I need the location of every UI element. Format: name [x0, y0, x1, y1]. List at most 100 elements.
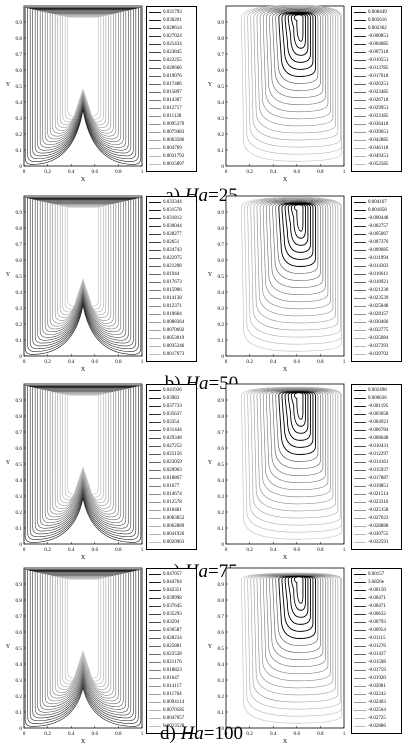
legend-entry: 0.0070585 — [147, 707, 196, 715]
plot-ha75-right-ytick: 0.1 — [218, 526, 225, 532]
legend-label: -0.033185 — [368, 114, 389, 119]
plot-ha50-right-ytick: 0.2 — [218, 322, 225, 328]
plot-ha75-left-xtick: 0 — [23, 547, 26, 553]
plot-ha75-left-contour — [24, 385, 142, 543]
legend-entry: 0.023845 — [147, 49, 196, 57]
plot-ha50-left-frame — [23, 195, 143, 357]
legend-ha50-right: 0.004167 0.001858 -0.000448 -0.002757 -0.005… — [351, 196, 402, 362]
plot-ha25-right: 0 0.2 0.4 0.6 0.8 1 0 0.1 0.2 0.3 0.4 0.5 0.6 0.7 0.8 0… — [204, 2, 400, 183]
legend-swatch — [149, 28, 161, 29]
legend-swatch — [354, 84, 366, 85]
legend-label: 0.014674 — [163, 492, 182, 497]
plot-ha25-right-contour — [250, 6, 339, 141]
plot-ha75-right-contour — [266, 389, 326, 484]
legend-swatch — [354, 726, 366, 727]
plot-ha75-left-ytick: 0.4 — [16, 478, 23, 484]
legend-swatch — [149, 574, 161, 575]
plot-ha75-right-xtick: 1 — [343, 547, 346, 553]
plot-ha50-right-contour — [244, 197, 342, 345]
legend-entry: 0.0015897 — [147, 161, 196, 169]
legend-label: 0.002362 — [368, 26, 387, 31]
legend-entry: -0.01276 — [352, 643, 401, 651]
plot-ha50-right-contour — [241, 196, 342, 352]
legend-swatch — [354, 346, 366, 347]
legend-entry: 0.005616 — [352, 17, 401, 25]
legend-ha100-right: 0.00157 3.6826e -0.00150 -0.00471 -0.00471 -0… — [351, 568, 402, 734]
plot-ha50-left-contour — [54, 204, 112, 321]
legend-entry: -0.004921 — [352, 419, 401, 427]
plot-ha25-right-contour — [256, 7, 334, 127]
plot-ha75-left-xlabel: X — [81, 555, 86, 561]
legend-entry: 0.015906 — [147, 287, 196, 295]
plot-ha100-right-xtick: 0.6 — [294, 731, 301, 737]
legend-entry: 0.030201 — [147, 17, 196, 25]
plot-ha50-left-xtick: 0.8 — [115, 359, 122, 365]
legend-entry: -0.00793 — [352, 619, 401, 627]
legend-label: -0.042885 — [368, 138, 389, 143]
legend-swatch — [354, 654, 366, 655]
legend-label: 0.030201 — [163, 18, 182, 23]
legend-swatch — [149, 116, 161, 117]
plot-ha50-right-xtick: 1 — [343, 359, 346, 365]
legend-swatch — [354, 100, 366, 101]
legend-swatch — [354, 282, 366, 283]
legend-swatch — [354, 462, 366, 463]
plot-ha75-right-contour — [259, 388, 331, 498]
plot-ha75-right-ylabel: Y — [208, 460, 213, 466]
plot-ha25-right-contour — [244, 5, 342, 155]
legend-swatch — [149, 234, 161, 235]
legend-entry: 0.024743 — [147, 247, 196, 255]
legend-swatch — [354, 510, 366, 511]
legend-swatch — [354, 124, 366, 125]
plot-ha25-right-ytick: 0.7 — [218, 52, 225, 58]
legend-swatch — [149, 52, 161, 53]
legend-entry: 0.035637 — [147, 411, 196, 419]
legend-entry: 0.002498 — [352, 387, 401, 395]
plot-ha50-right-contour — [269, 200, 324, 288]
legend-label: -0.010431 — [368, 444, 389, 449]
legend-label: 0.031444 — [163, 428, 182, 433]
legend-swatch — [149, 422, 161, 423]
legend-entry: 0.018867 — [147, 475, 196, 483]
legend-label: 0.03983 — [163, 396, 180, 401]
legend-swatch — [149, 100, 161, 101]
plot-ha25-left-ytick: 0 — [19, 164, 22, 170]
legend-swatch — [149, 298, 161, 299]
plot-ha75-left-ytick: 0 — [19, 542, 22, 548]
legend-entry: -0.033185 — [352, 113, 401, 121]
legend-label: 0.044704 — [163, 580, 182, 585]
legend-label: 0.011764 — [163, 692, 182, 697]
legend-label: -0.01276 — [368, 644, 386, 649]
legend-swatch — [149, 710, 161, 711]
plot-ha25-left-contour — [49, 12, 117, 137]
legend-swatch — [354, 398, 366, 399]
plot-ha100-left-ytick: 0.1 — [16, 710, 23, 716]
plot-ha100-left-contour — [37, 572, 129, 713]
plot-ha100-left-contour — [52, 575, 114, 696]
plot-ha25-right-contour — [266, 9, 326, 106]
legend-label: -0.052585 — [368, 162, 389, 167]
plot-ha75-left-ytick: 0.3 — [16, 494, 23, 500]
legend-swatch — [149, 60, 161, 61]
legend-swatch — [149, 718, 161, 719]
legend-entry: 0.0063586 — [147, 137, 196, 145]
legend-entry: -0.02081 — [352, 683, 401, 691]
plot-ha25-left-xtick: 0.6 — [92, 169, 99, 175]
legend-entry: -0.01115 — [352, 635, 401, 643]
plot-ha25-left-xtick: 1 — [141, 169, 144, 175]
legend-swatch — [149, 630, 161, 631]
legend-entry: 0.029348 — [147, 435, 196, 443]
plot-ha100-left-ytick: 0.9 — [16, 582, 23, 588]
legend-entry: 0.0047057 — [147, 715, 196, 723]
legend-label: -0.004085 — [368, 42, 389, 47]
legend-label: -0.014161 — [368, 460, 389, 465]
legend-swatch — [354, 202, 366, 203]
legend-swatch — [149, 494, 161, 495]
legend-label: -0.027023 — [368, 516, 389, 521]
legend-swatch — [354, 622, 366, 623]
legend-entry: 0.021176 — [147, 659, 196, 667]
legend-label: 0.022255 — [163, 58, 182, 63]
caption-ha100: d) Ha=100 — [159, 723, 244, 744]
plot-ha100-left-contour — [34, 571, 132, 716]
plot-ha75-right-ytick: 0.5 — [218, 462, 225, 468]
